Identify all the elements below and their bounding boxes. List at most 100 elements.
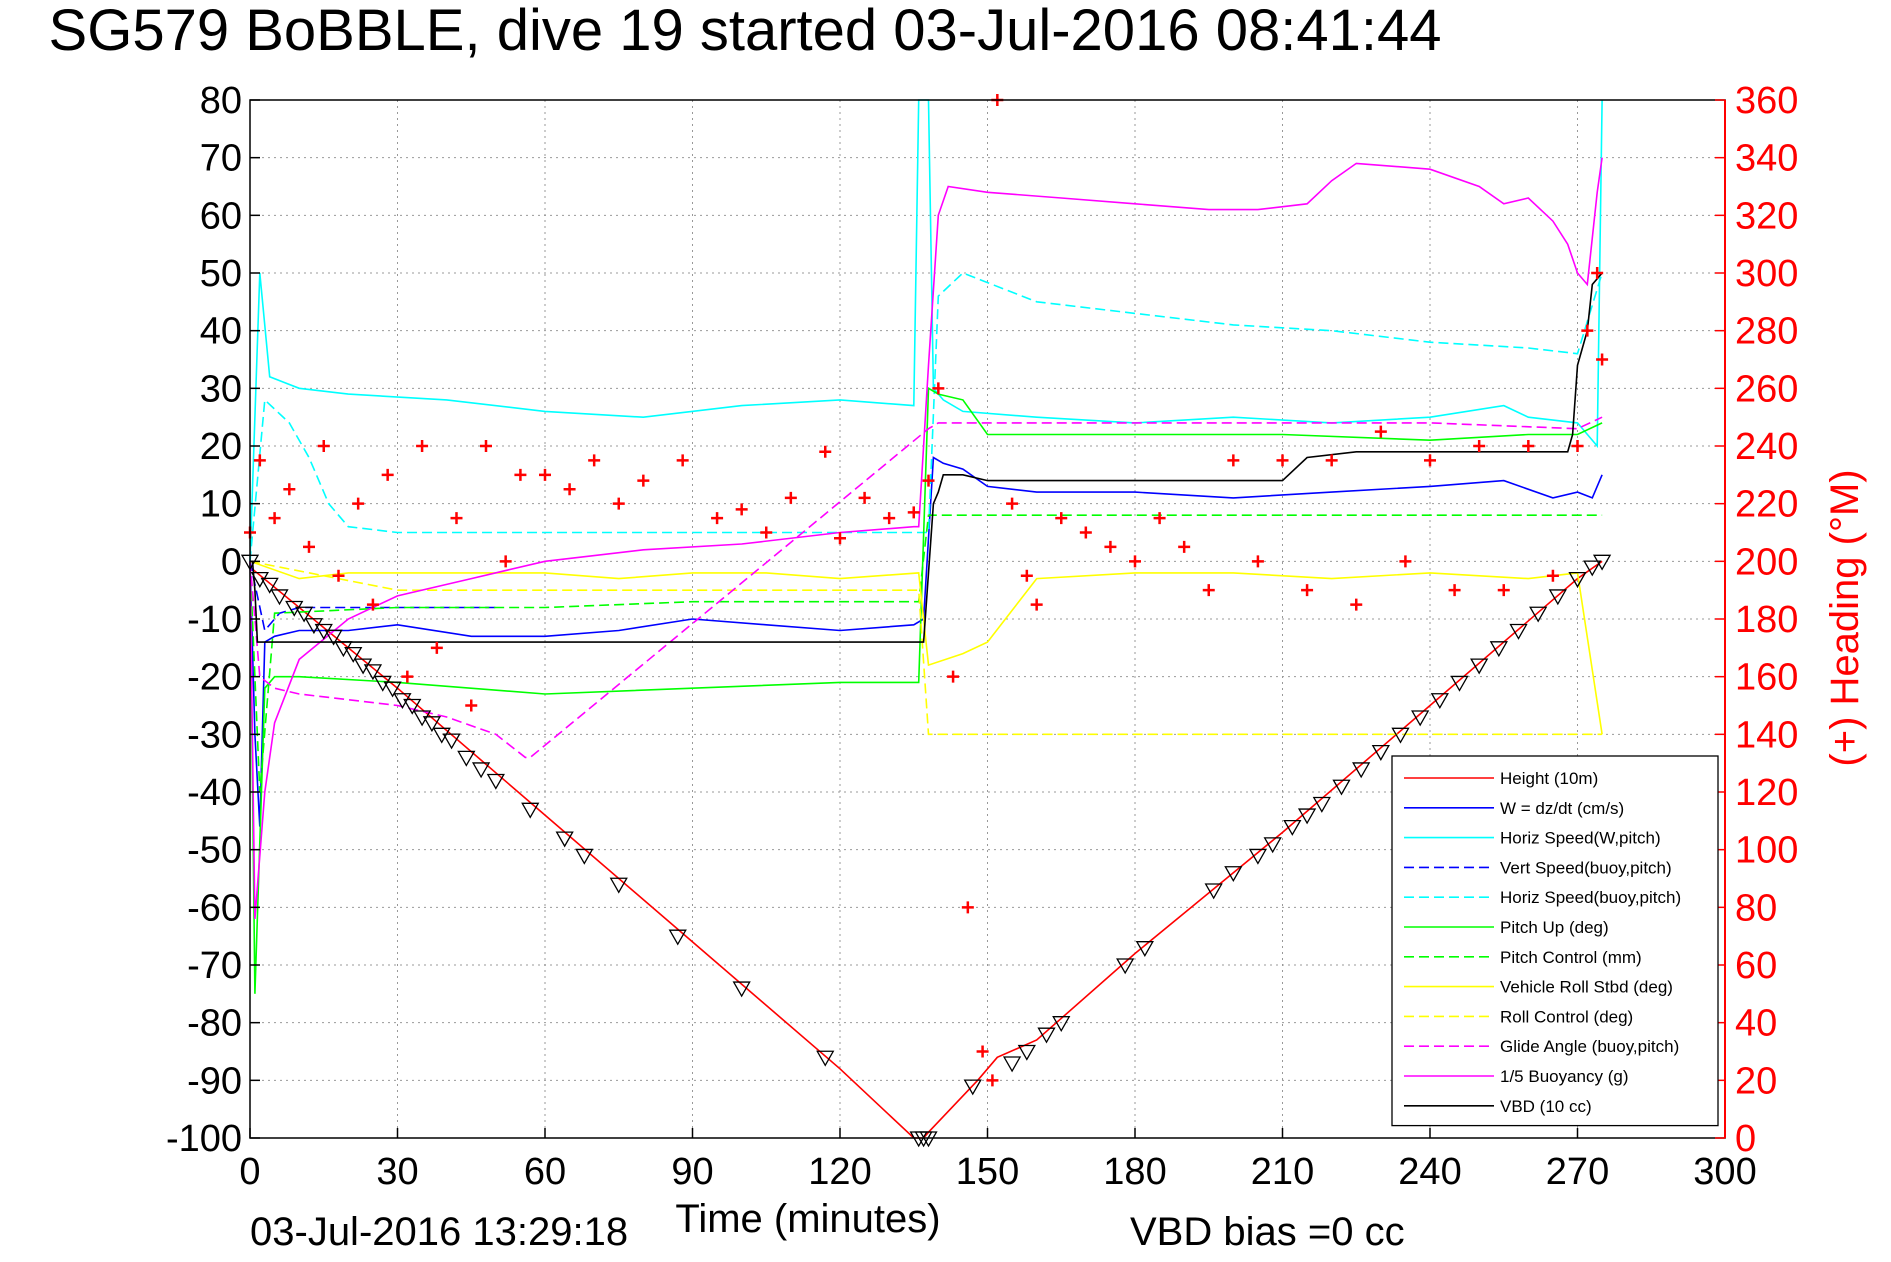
- right-axis-label: (+) Heading (°M): [1823, 469, 1867, 766]
- height-marker: [1352, 762, 1371, 779]
- height-marker: [575, 848, 594, 865]
- x-tick-label: 0: [239, 1151, 260, 1193]
- heading-point: [976, 1045, 989, 1058]
- heading-point: [1424, 454, 1436, 467]
- legend-label: VBD (10 cc): [1500, 1097, 1592, 1116]
- heading-point: [1325, 454, 1338, 467]
- right-tick-label: 220: [1735, 484, 1798, 526]
- height-marker: [1297, 808, 1317, 825]
- height-marker: [393, 693, 412, 710]
- heading-point: [1596, 353, 1609, 366]
- height-marker: [1509, 623, 1528, 640]
- height-marker: [1391, 727, 1410, 744]
- height-marker: [521, 802, 540, 819]
- heading-point: [784, 491, 797, 504]
- series-1-5-buoyancy-g: [249, 157, 1603, 919]
- y-tick-label: -10: [187, 599, 242, 641]
- heading-point: [539, 468, 551, 481]
- heading-point: [1591, 267, 1604, 279]
- heading-point: [1571, 440, 1584, 452]
- heading-point: [1202, 584, 1215, 597]
- height-marker: [314, 623, 333, 640]
- height-marker: [457, 750, 476, 767]
- heading-point: [563, 483, 576, 496]
- right-tick-label: 80: [1735, 887, 1777, 929]
- series-w-dz-dt-cm-s: [249, 456, 1603, 827]
- heading-point: [352, 497, 365, 510]
- height-marker: [1283, 819, 1302, 836]
- height-marker: [324, 629, 343, 646]
- right-tick-label: 200: [1735, 541, 1798, 583]
- heading-point: [760, 526, 773, 539]
- y-tick-label: -70: [187, 945, 242, 987]
- right-tick-label: 300: [1735, 253, 1798, 295]
- heading-point: [1030, 598, 1043, 611]
- height-marker: [1248, 848, 1268, 865]
- series-line: [249, 560, 1603, 736]
- heading-point: [735, 503, 748, 516]
- heading-point: [1178, 540, 1191, 553]
- height-marker: [363, 664, 383, 681]
- height-marker: [1568, 571, 1587, 588]
- height-marker: [1135, 941, 1154, 958]
- heading-point: [922, 474, 935, 487]
- heading-point: [1350, 598, 1363, 611]
- heading-point: [883, 512, 896, 525]
- legend-label: Horiz Speed(buoy,pitch): [1500, 888, 1681, 907]
- legend-label: Vert Speed(buoy,pitch): [1500, 858, 1672, 877]
- heading-point: [947, 670, 960, 683]
- height-marker: [1411, 710, 1430, 727]
- y-tick-label: 70: [200, 138, 242, 180]
- right-tick-label: 0: [1735, 1118, 1756, 1160]
- series-height-markers: [240, 554, 1612, 1148]
- heading-point: [366, 598, 379, 611]
- heading-point: [711, 512, 724, 525]
- series-horiz-speed-buoy-pitch: [249, 272, 1603, 562]
- heading-point: [1276, 454, 1289, 467]
- height-marker: [1470, 658, 1489, 675]
- legend-label: Horiz Speed(W,pitch): [1500, 829, 1661, 848]
- legend: Height (10m) W = dz/dt (cm/s) Horiz Speed(…: [1391, 755, 1719, 1127]
- heading-point: [1497, 584, 1510, 597]
- heading-point: [1104, 540, 1117, 553]
- heading-point: [1129, 555, 1141, 568]
- heading-point: [430, 641, 443, 654]
- height-marker: [1037, 1027, 1056, 1044]
- heading-point: [317, 440, 330, 452]
- series-vert-speed-buoy-pitch: [249, 561, 496, 633]
- right-tick-label: 100: [1735, 830, 1798, 872]
- y-tick-label: 80: [200, 80, 242, 122]
- heading-point: [1374, 425, 1387, 438]
- heading-point: [1227, 454, 1240, 467]
- heading-point: [450, 512, 463, 525]
- heading-point: [858, 491, 871, 504]
- right-tick-label: 60: [1735, 945, 1777, 987]
- heading-point: [986, 1074, 999, 1087]
- y-tick-label: -50: [187, 830, 242, 872]
- right-tick-label: 180: [1735, 599, 1798, 641]
- heading-point: [253, 454, 266, 467]
- series-line: [249, 456, 1603, 827]
- heading-point: [1020, 569, 1033, 582]
- height-marker: [816, 1050, 835, 1067]
- heading-point: [332, 569, 345, 582]
- x-tick-label: 60: [524, 1151, 566, 1193]
- height-marker: [1548, 589, 1567, 606]
- series-line: [249, 386, 1603, 994]
- x-tick-label: 210: [1251, 1151, 1314, 1193]
- series-vbd-10-cc: [250, 272, 1603, 643]
- y-tick-label: -20: [187, 657, 242, 699]
- right-tick-label: 240: [1735, 426, 1798, 468]
- y-tick-label: 0: [221, 541, 242, 583]
- series-line: [250, 272, 1603, 643]
- right-tick-label: 360: [1735, 80, 1798, 122]
- x-tick-label: 150: [956, 1151, 1019, 1193]
- series-line: [249, 560, 1603, 735]
- x-tick-label: 120: [808, 1151, 871, 1193]
- height-marker: [1116, 958, 1135, 975]
- right-tick-label: 20: [1735, 1060, 1777, 1102]
- right-tick-label: 140: [1735, 714, 1798, 756]
- heading-point: [268, 512, 281, 525]
- series-line: [249, 514, 1603, 793]
